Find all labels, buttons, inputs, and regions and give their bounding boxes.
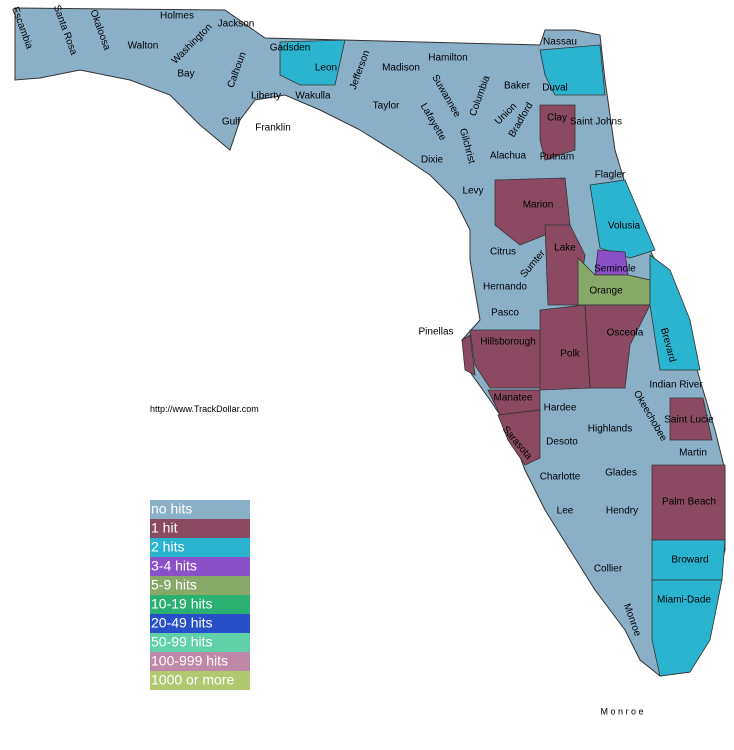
county-label: Pinellas	[418, 327, 453, 338]
county-label: Walton	[128, 41, 159, 52]
legend-label: 3-4 hits	[151, 558, 197, 574]
county-label: Liberty	[251, 91, 281, 102]
county-label: Lake	[554, 243, 576, 254]
county-label: Volusia	[608, 221, 641, 232]
source-url: http://www.TrackDollar.com	[150, 404, 259, 414]
state-outline	[14, 7, 726, 677]
legend-swatch	[150, 633, 250, 652]
county-label: Collier	[594, 564, 623, 575]
county-shape	[589, 179, 656, 259]
county-label: Madison	[382, 63, 420, 74]
county-label: Martin	[679, 448, 707, 459]
county-label: Jackson	[218, 19, 255, 30]
county-shape	[669, 397, 713, 441]
county-label: Polk	[560, 349, 580, 360]
county-label: Bay	[177, 69, 194, 80]
county-label: Marion	[523, 200, 554, 211]
legend-swatch	[150, 652, 250, 671]
legend-swatch	[150, 538, 250, 557]
county-label: Holmes	[160, 11, 194, 22]
legend-swatch	[150, 500, 250, 519]
legend-label: 2 hits	[151, 539, 184, 555]
county-label: Baker	[504, 81, 531, 92]
county-label: Miami-Dade	[657, 595, 711, 606]
county-label: Wakulla	[295, 91, 331, 102]
legend-swatch	[150, 557, 250, 576]
county-label: Seminole	[594, 264, 636, 275]
county-label: Hernando	[483, 282, 527, 293]
county-label: Lee	[557, 506, 574, 517]
county-shape	[584, 304, 651, 389]
county-label: Charlotte	[540, 472, 581, 483]
county-shape	[497, 409, 541, 466]
legend-swatch	[150, 576, 250, 595]
legend: no hits 1 hit 2 hits 3-4 hits 5-9 hits 10-19 …	[150, 500, 250, 690]
county-label: Palm Beach	[662, 497, 716, 508]
county-label: Saint Lucie	[664, 415, 714, 426]
county-label: Highlands	[588, 424, 632, 435]
legend-label: 5-9 hits	[151, 577, 197, 593]
legend-label: no hits	[151, 501, 192, 517]
county-shape	[469, 329, 541, 389]
county-label: Pasco	[491, 308, 519, 319]
county-label: Manatee	[494, 393, 533, 404]
legend-label: 50-99 hits	[151, 634, 212, 650]
county-label: Clay	[547, 113, 567, 124]
county-fills	[279, 39, 726, 677]
legend-label: 20-49 hits	[151, 615, 212, 631]
legend-label: 100-999 hits	[151, 653, 228, 669]
county-label: Osceola	[607, 328, 644, 339]
legend-label: 1 hit	[151, 520, 178, 536]
legend-swatch	[150, 614, 250, 633]
county-label: Levy	[462, 186, 483, 197]
county-label: Nassau	[543, 37, 577, 48]
county-label: Alachua	[490, 151, 527, 162]
keys-label: M o n r o e	[600, 706, 643, 716]
county-shape	[539, 104, 576, 161]
county-label: Glades	[605, 468, 637, 479]
county-shape	[649, 254, 701, 371]
county-label: Leon	[315, 63, 337, 74]
county-label: Saint Johns	[570, 117, 622, 128]
county-label: Flagler	[595, 170, 626, 181]
county-label: Citrus	[490, 247, 516, 258]
county-label: Duval	[542, 83, 568, 94]
county-label: Putnam	[540, 152, 574, 163]
legend-label: 1000 or more	[151, 672, 234, 688]
county-label: Gadsden	[270, 43, 311, 54]
county-shape	[461, 334, 476, 376]
county-label: Hendry	[606, 506, 638, 517]
county-label: Indian River	[649, 380, 703, 391]
county-label: Orange	[589, 286, 623, 297]
county-label: Hardee	[544, 403, 577, 414]
county-shape	[539, 304, 591, 391]
county-label: Franklin	[255, 123, 291, 134]
county-label: Broward	[671, 555, 708, 566]
county-label: Dixie	[421, 155, 444, 166]
county-label: Taylor	[373, 101, 400, 112]
county-shape	[651, 579, 723, 677]
state-outline-group	[14, 7, 726, 677]
county-shape	[279, 39, 346, 86]
legend-swatch	[150, 519, 250, 538]
county-label: Hillsborough	[480, 337, 536, 348]
legend-label: 10-19 hits	[151, 596, 212, 612]
county-label: Hamilton	[428, 53, 467, 64]
county-label: Gulf	[222, 117, 241, 128]
legend-swatch	[150, 595, 250, 614]
legend-swatch	[150, 671, 250, 690]
county-shape	[539, 44, 606, 96]
county-label: Desoto	[546, 437, 578, 448]
